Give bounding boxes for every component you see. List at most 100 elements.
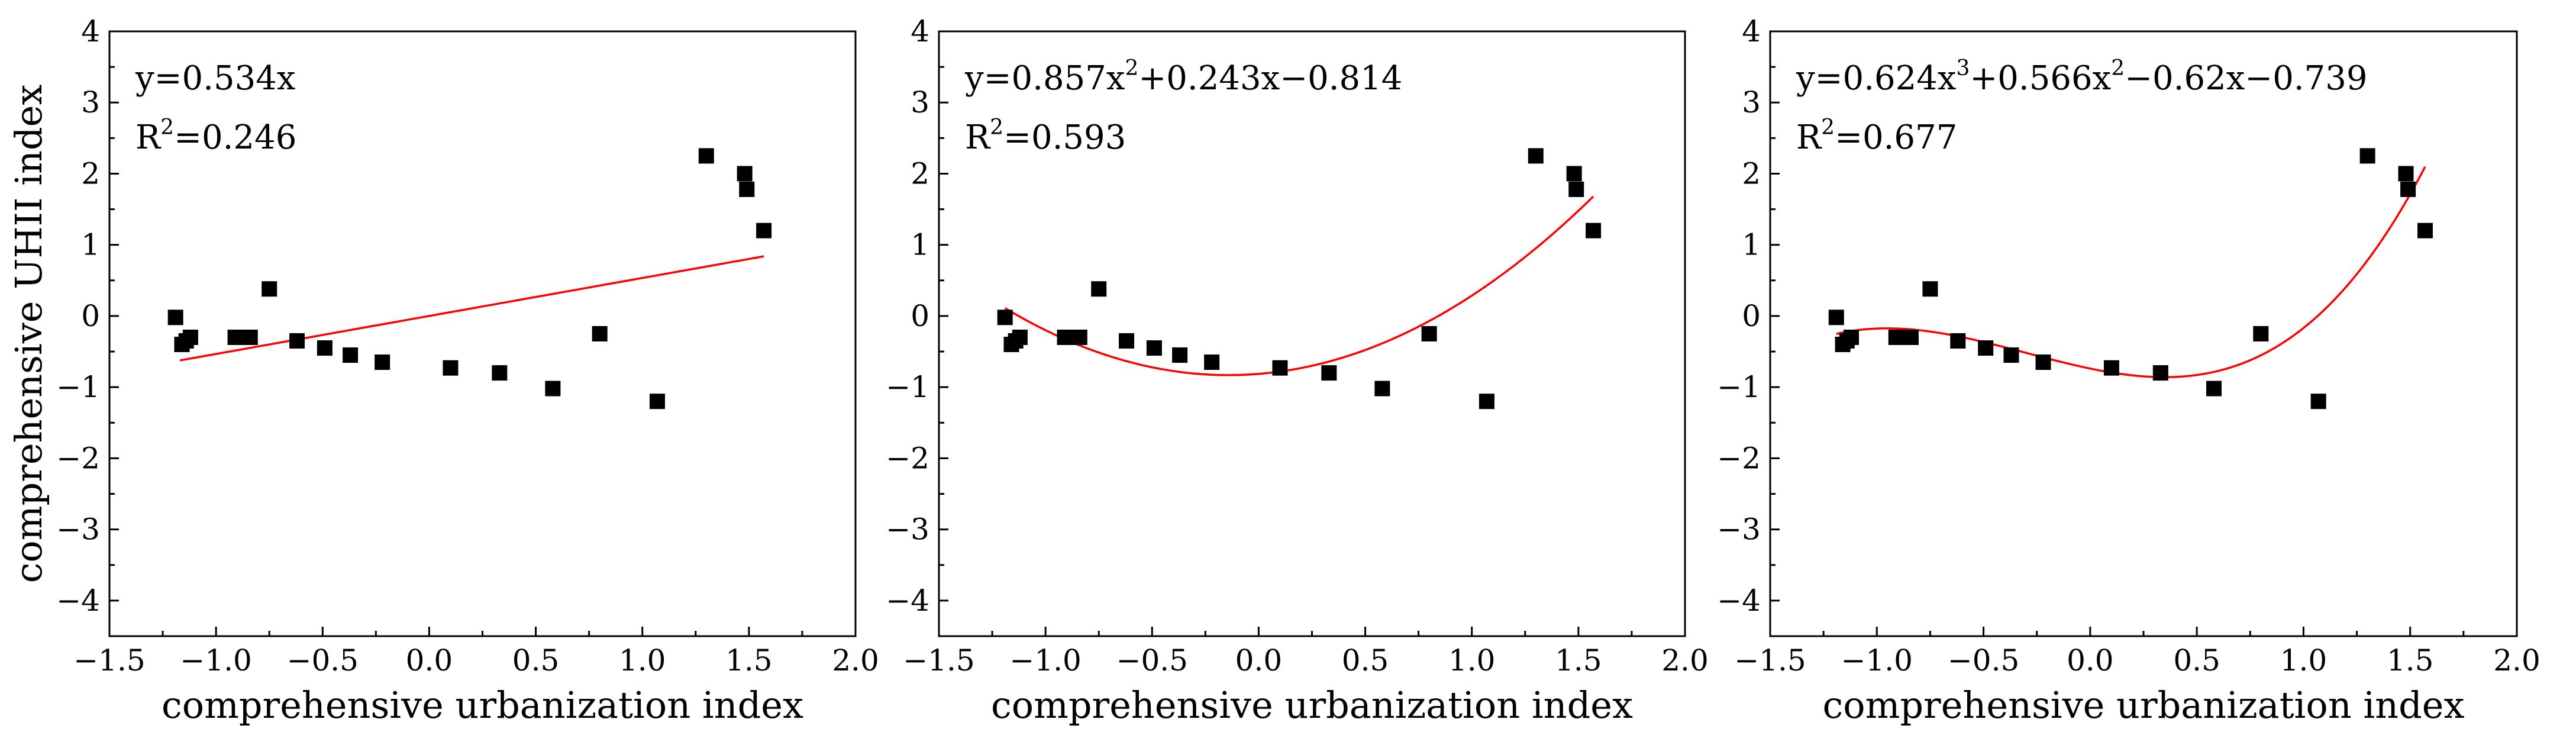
data-point	[1272, 360, 1288, 376]
panel-3: −1.5 −1.0 −0.5 0.0 0.5 1.0 1.5 2.0 −4 −3 −2 −1 0 1 2 3 4…	[1717, 14, 2540, 727]
y-tick-label: −1	[1717, 370, 1761, 404]
data-point	[2103, 360, 2119, 376]
data-point	[2310, 394, 2326, 410]
r-squared: R2=0.246	[135, 115, 296, 157]
y-tick-label: 4	[81, 14, 100, 49]
fit-curve	[1004, 195, 1594, 376]
data-point	[1950, 333, 1966, 349]
equation-text: +0.243x−0.814	[1138, 59, 1402, 98]
r-squared-value: =0.593	[1003, 118, 1126, 157]
data-point	[737, 166, 753, 182]
data-point	[2400, 181, 2416, 197]
equation-text: y=0.857x	[964, 59, 1125, 98]
data-point	[592, 326, 608, 341]
data-point	[2206, 381, 2222, 396]
data-point	[997, 309, 1013, 325]
equation-exponent: 2	[1125, 56, 1138, 80]
data-point	[756, 223, 772, 238]
data-point	[1568, 181, 1584, 197]
y-tick-label: 1	[81, 228, 100, 262]
data-point	[1844, 330, 1860, 346]
x-tick-label: 0.5	[2173, 643, 2220, 678]
data-point	[1012, 330, 1028, 346]
y-tick-label: −4	[1717, 583, 1761, 618]
y-tick-label: −2	[56, 441, 100, 475]
data-point	[1321, 365, 1337, 381]
x-tick-label: 0.5	[1342, 643, 1389, 678]
data-point	[2359, 148, 2375, 164]
x-tick-label: 0.0	[406, 643, 453, 678]
data-point	[1566, 166, 1582, 182]
data-point	[289, 333, 305, 349]
r-squared: R2=0.677	[1796, 115, 1957, 157]
data-point	[2253, 326, 2269, 341]
y-tick-label: 1	[1742, 228, 1761, 262]
x-tick-label: −0.5	[287, 643, 359, 678]
x-tick-label: 1.5	[725, 643, 773, 678]
x-tick-label: 0.0	[2067, 643, 2114, 678]
data-point	[227, 330, 243, 346]
data-point	[375, 354, 390, 370]
x-tick-label: 1.0	[2280, 643, 2328, 678]
panel-2: −1.5 −1.0 −0.5 0.0 0.5 1.0 1.5 2.0 −4 −3 −2 −1 0 1 2 3 4…	[886, 14, 1708, 727]
x-tick-label: −1.0	[1841, 643, 1913, 678]
data-point	[2035, 354, 2051, 370]
r-squared-exponent: 2	[160, 115, 174, 140]
fit-equation: y=0.857x2+0.243x−0.814	[964, 56, 1402, 98]
y-tick-label: 0	[911, 299, 929, 333]
y-tick-label: 1	[911, 228, 929, 262]
data-point	[317, 340, 333, 356]
y-tick-label: 3	[1742, 85, 1761, 120]
x-tick-label: 2.0	[1661, 643, 1709, 678]
x-axis-label: comprehensive urbanization index	[991, 683, 1633, 727]
data-point	[1479, 394, 1494, 410]
x-tick-label: 2.0	[2493, 643, 2541, 678]
data-point	[1071, 330, 1087, 346]
x-tick-label: 0.5	[512, 643, 560, 678]
data-point	[343, 347, 359, 363]
y-tick-label: 0	[1742, 299, 1761, 333]
data-point	[167, 309, 183, 325]
data-point	[1146, 340, 1162, 356]
y-tick-label: −4	[56, 583, 100, 618]
x-tick-label: −1.5	[73, 643, 145, 678]
data-point	[262, 281, 277, 297]
fit-curve	[179, 255, 764, 362]
y-tick-label: 3	[81, 85, 100, 120]
equation-exponent: 3	[1956, 56, 1970, 80]
data-point	[2152, 365, 2168, 381]
y-tick-label: 4	[1742, 14, 1761, 49]
data-point	[1119, 333, 1135, 349]
x-tick-label: 1.0	[1448, 643, 1496, 678]
x-tick-label: −1.5	[903, 643, 974, 678]
x-tick-label: 1.5	[2387, 643, 2434, 678]
x-tick-label: 0.0	[1235, 643, 1283, 678]
y-axis-label: comprehensive UHII index	[7, 85, 50, 583]
y-tick-label: −3	[1717, 512, 1761, 547]
x-tick-label: −1.0	[1009, 643, 1081, 678]
r-squared-base: R	[135, 118, 162, 157]
data-point	[1421, 326, 1437, 341]
y-tick-label: −3	[56, 512, 100, 547]
y-tick-label: −4	[886, 583, 929, 618]
data-point	[739, 181, 755, 197]
y-tick-label: 3	[911, 85, 929, 120]
x-tick-label: −0.5	[1948, 643, 2019, 678]
equation-text: y=0.624x	[1796, 59, 1956, 98]
y-tick-label: −2	[886, 441, 929, 475]
y-tick-label: 2	[81, 156, 100, 191]
data-point	[1528, 148, 1544, 164]
data-point	[1888, 330, 1904, 346]
data-point	[1091, 281, 1107, 297]
data-point	[545, 381, 561, 396]
y-tick-label: −1	[56, 370, 100, 404]
data-point	[1172, 347, 1188, 363]
x-tick-label: 1.0	[619, 643, 666, 678]
equation-text: +0.566x	[1970, 59, 2111, 98]
r-squared-base: R	[1796, 118, 1822, 157]
data-point	[1978, 340, 1994, 356]
data-point	[2417, 223, 2433, 238]
data-point	[1828, 309, 1844, 325]
data-point	[1586, 223, 1602, 238]
